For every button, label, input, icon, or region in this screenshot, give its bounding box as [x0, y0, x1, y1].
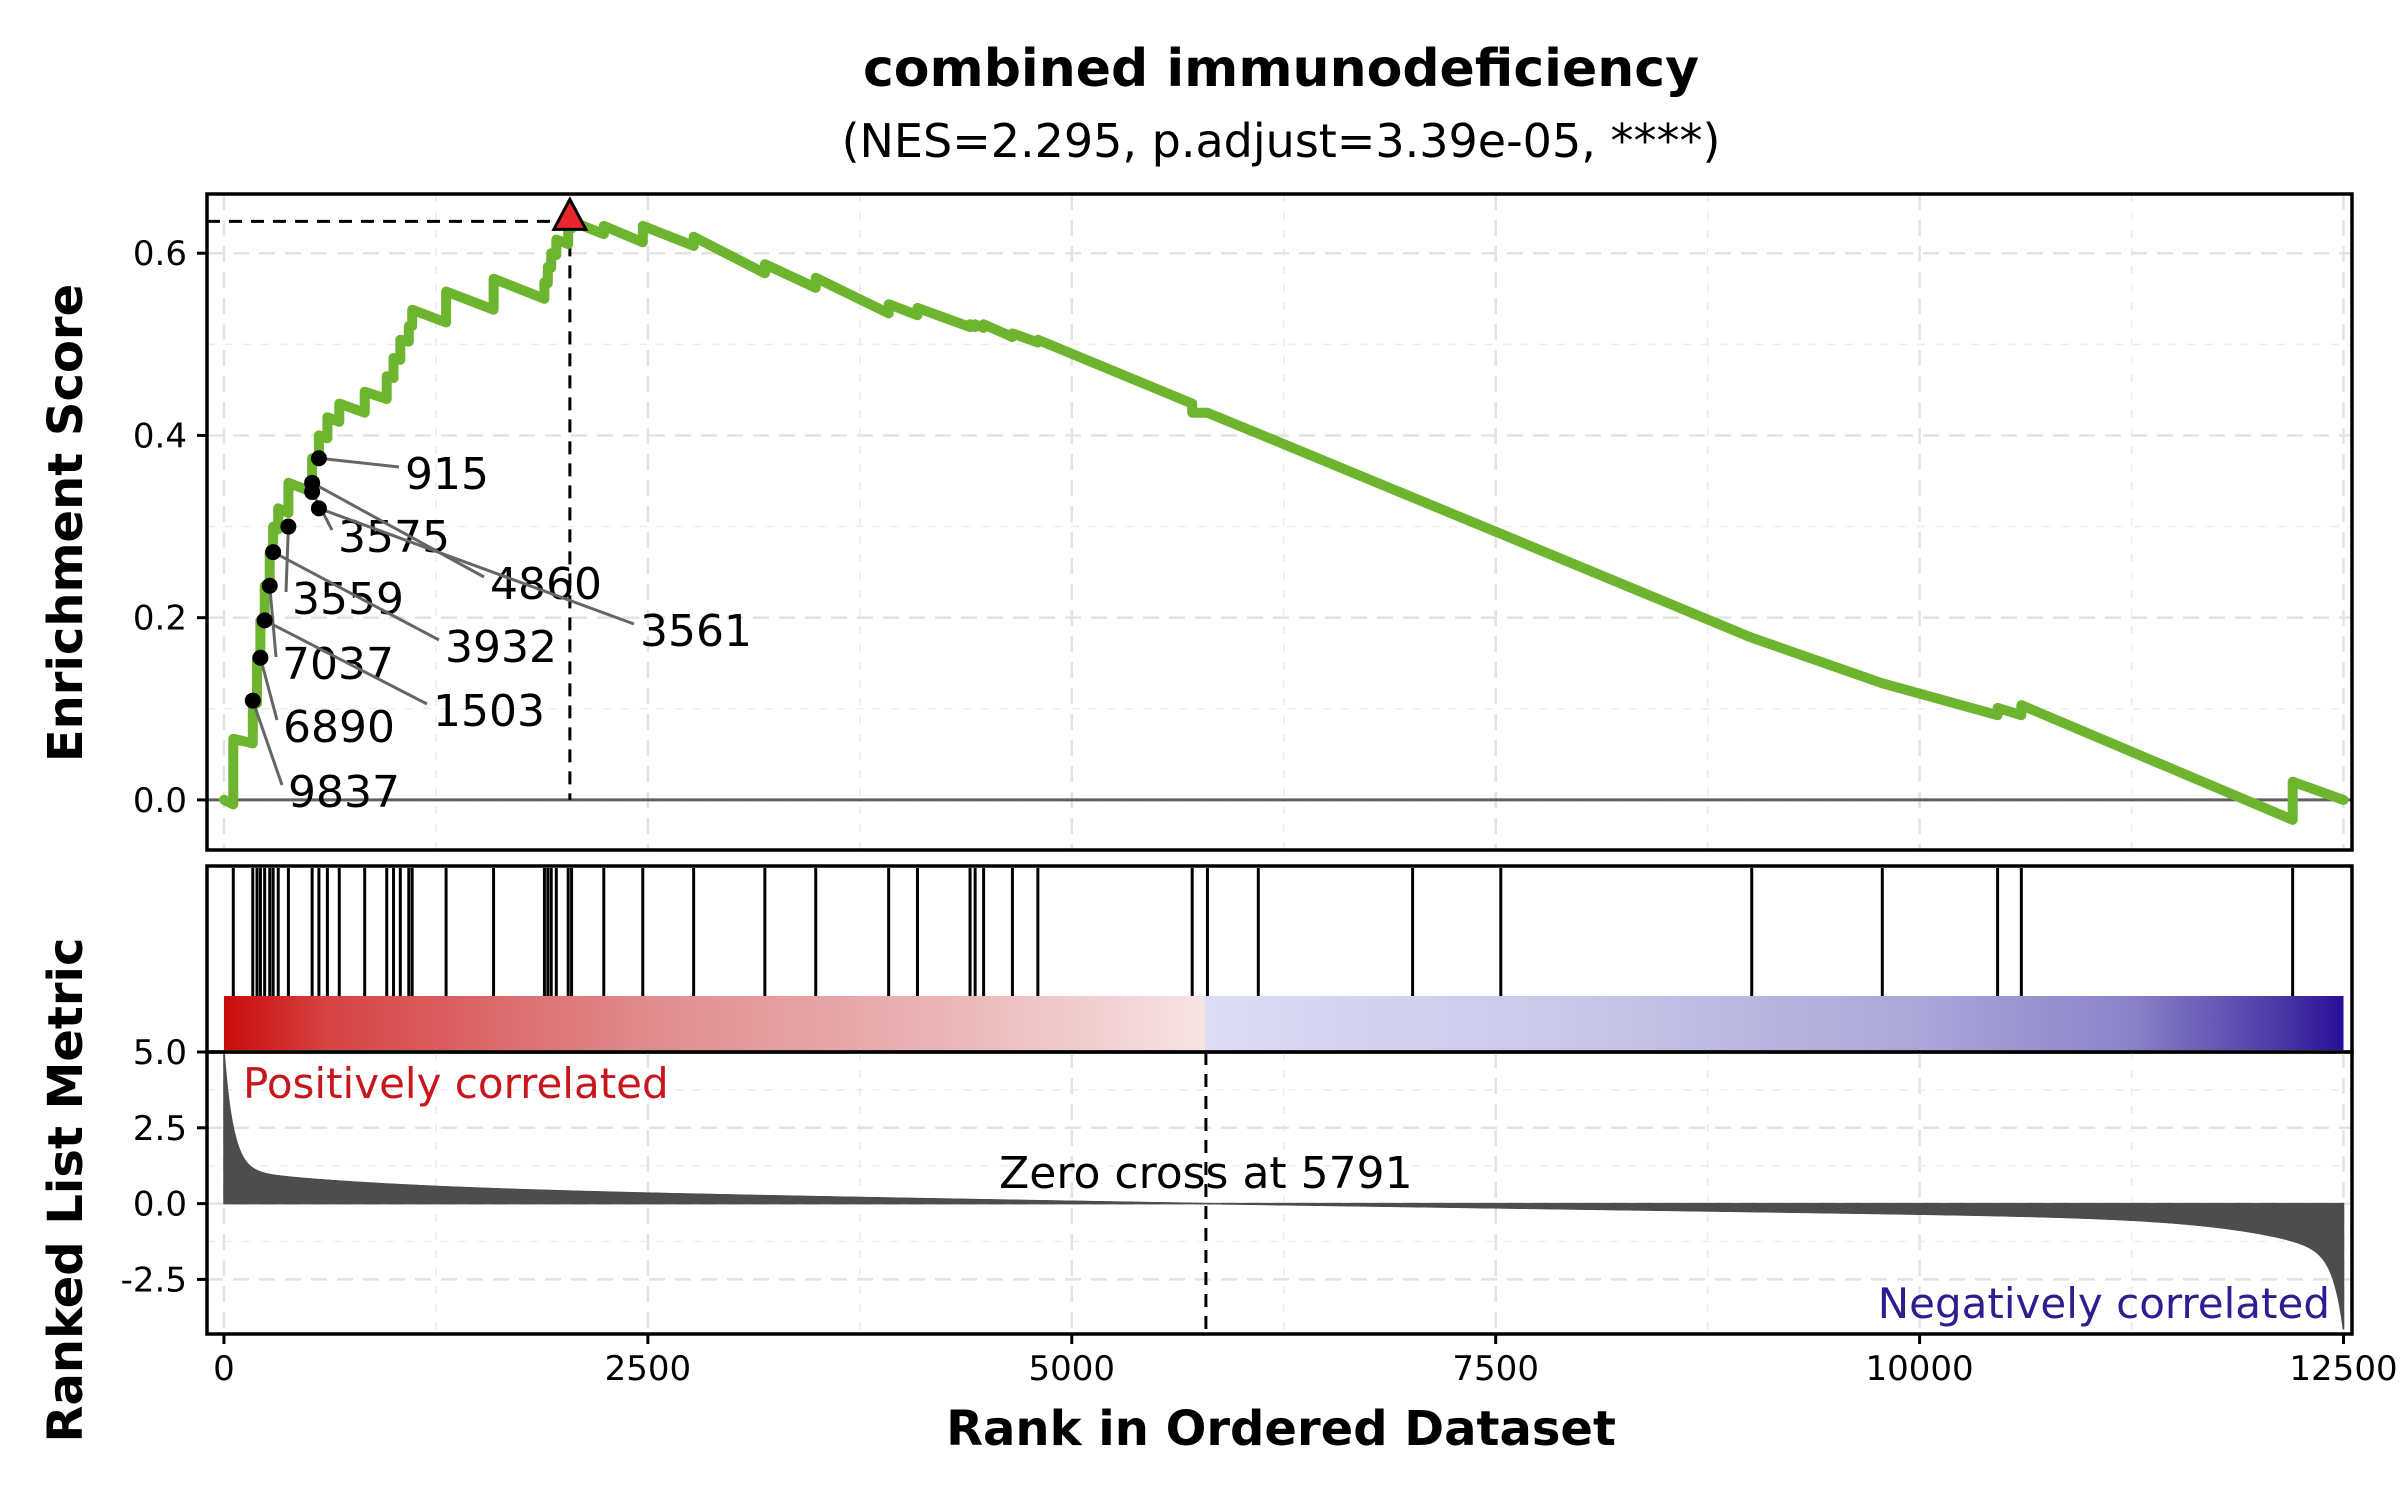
gene-label-connector — [251, 700, 284, 786]
gene-label-connector — [318, 456, 400, 469]
chart-subtitle: (NES=2.295, p.adjust=3.39e-05, ****) — [842, 114, 1721, 168]
gene-point — [244, 692, 261, 709]
rank-color-bar — [223, 996, 2344, 1050]
enrichment-line — [219, 216, 2349, 825]
gene-label: 6890 — [283, 702, 395, 753]
gene-label: 3932 — [445, 622, 557, 673]
gene-point — [261, 577, 278, 594]
enrichment-panel-frame — [205, 192, 2354, 852]
y-tick-label: 0.0 — [133, 1185, 187, 1225]
x-tick-label: 7500 — [1452, 1349, 1539, 1389]
gene-point — [256, 612, 273, 629]
x-axis-title: Rank in Ordered Dataset — [946, 1401, 1616, 1457]
gene-point — [280, 518, 297, 535]
gene-label: 3559 — [292, 574, 404, 625]
gene-point — [304, 474, 321, 491]
ranked-metric-area — [223, 1051, 2345, 1330]
positive-correlated-label: Positively correlated — [243, 1059, 669, 1108]
gene-label: 915 — [405, 449, 489, 500]
gene-label: 3575 — [338, 512, 450, 563]
gene-label: 7037 — [282, 639, 394, 690]
y-tick-label: 2.5 — [133, 1109, 187, 1149]
x-tick-label: 2500 — [605, 1349, 692, 1389]
x-tick-label: 12500 — [2289, 1349, 2397, 1389]
y-tick-label: 0.2 — [133, 599, 187, 639]
y-axis-title-enrichment: Enrichment Score — [38, 284, 94, 762]
gene-label: 9837 — [288, 767, 400, 818]
gene-label: 3561 — [640, 606, 752, 657]
gene-point — [265, 544, 282, 561]
x-tick-label: 5000 — [1029, 1349, 1116, 1389]
gene-label-connector — [311, 481, 485, 579]
gene-point — [310, 450, 327, 467]
x-tick-label: 0 — [213, 1349, 235, 1389]
x-tick-label: 10000 — [1866, 1349, 1974, 1389]
y-tick-label: 0.4 — [133, 416, 187, 456]
enrichment-score-panel: 915 3575 4860 3561 3559 3932 7037 1503 6890 9837 0… — [133, 192, 2354, 852]
y-tick-label: -2.5 — [121, 1260, 187, 1300]
y-tick-label: 5.0 — [133, 1033, 187, 1073]
gene-label-connector — [263, 619, 428, 706]
zero-cross-label: Zero cross at 5791 — [999, 1148, 1413, 1199]
gene-label: 1503 — [433, 686, 545, 737]
y-tick-label: 0.0 — [133, 781, 187, 821]
y-axis-title-ranked-metric: Ranked List Metric — [38, 938, 94, 1443]
y-tick-label: 0.6 — [133, 234, 187, 274]
gene-label-connector — [268, 585, 278, 658]
gene-label-connector — [272, 550, 440, 642]
peak-marker — [551, 196, 589, 231]
gene-point — [310, 500, 327, 517]
gene-label: 4860 — [490, 559, 602, 610]
gene-point — [252, 649, 269, 666]
gene-hit-panel — [205, 864, 2354, 1054]
gene-label-connector — [258, 657, 279, 721]
ranked-metric-panel-frame — [205, 1050, 2354, 1336]
gene-label-connector — [318, 506, 635, 626]
ranked-metric-panel: Zero cross at 5791 Positively correlated N… — [121, 1033, 2398, 1389]
negative-correlated-label: Negatively correlated — [1878, 1279, 2330, 1328]
chart-title: combined immunodeficiency — [863, 39, 1699, 99]
